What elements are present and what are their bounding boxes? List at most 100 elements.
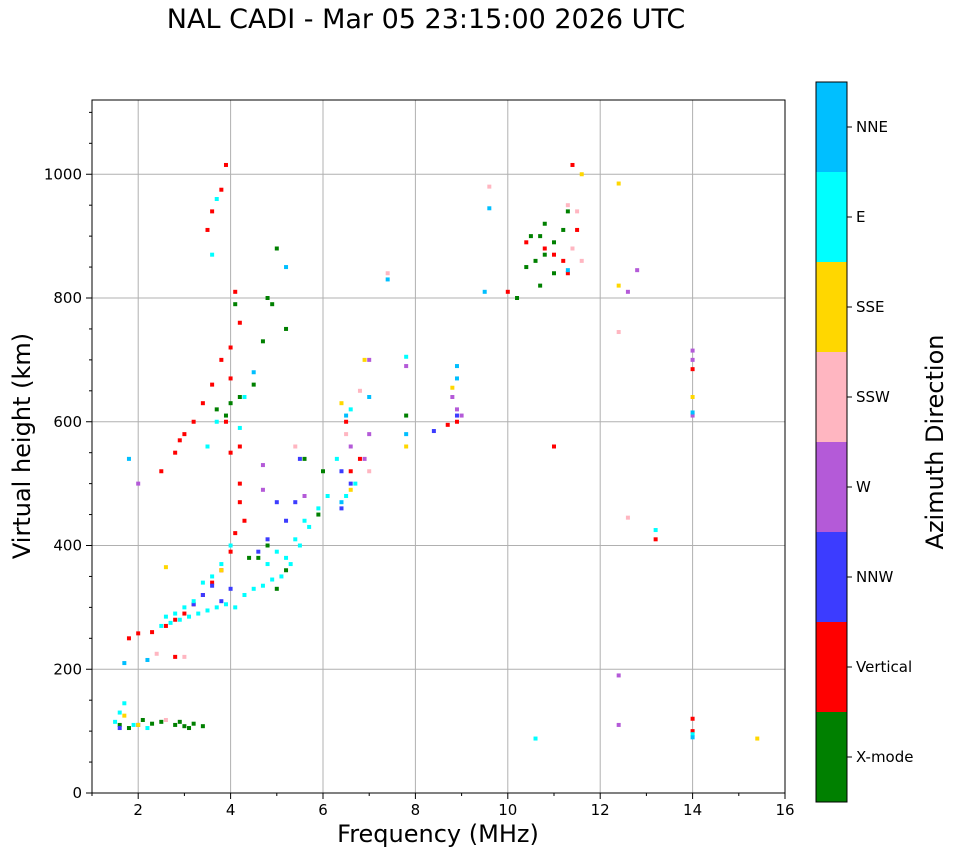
echo-point	[159, 719, 164, 724]
echo-point	[265, 296, 270, 300]
colorbar-segment	[816, 172, 847, 262]
echo-point	[616, 181, 621, 186]
echo-point	[228, 376, 233, 381]
colorbar-segment	[816, 532, 847, 622]
echo-point	[404, 432, 409, 437]
echo-point	[302, 518, 307, 523]
echo-point	[690, 732, 695, 737]
echo-point	[223, 413, 228, 418]
plot-frame	[91, 99, 786, 794]
echo-point	[242, 593, 247, 597]
echo-point	[533, 736, 538, 741]
echo-point	[561, 258, 566, 263]
echo-point	[357, 388, 362, 393]
echo-point	[542, 246, 547, 251]
echo-point	[131, 722, 136, 727]
echo-point	[122, 701, 127, 706]
echo-point	[163, 614, 168, 619]
echo-point	[150, 630, 155, 635]
echo-point	[450, 385, 455, 390]
echo-point	[404, 354, 409, 359]
x-tick-label: 16	[775, 801, 794, 819]
echo-point	[302, 456, 307, 461]
echo-point	[205, 227, 210, 232]
echo-point	[565, 209, 570, 214]
echo-point	[237, 320, 242, 325]
axis-ticks: 2 4 6 8 10 12 14 16 0 200 400 600 800 1000	[44, 111, 795, 819]
echo-point	[367, 357, 372, 362]
echo-point	[126, 456, 131, 461]
echo-point	[524, 240, 529, 245]
echo-point	[274, 246, 279, 251]
grid	[92, 100, 785, 793]
echo-point	[182, 605, 187, 610]
echo-point	[223, 162, 228, 167]
echo-point	[653, 528, 658, 533]
echo-point	[344, 432, 349, 437]
colorbar-segment	[816, 442, 847, 532]
echo-point	[616, 330, 621, 335]
echo-point	[136, 631, 141, 636]
echo-point	[334, 456, 339, 461]
echo-point	[196, 611, 201, 616]
echo-point	[450, 395, 455, 399]
echo-point	[260, 463, 265, 468]
echo-point	[205, 608, 210, 613]
echo-point	[482, 289, 487, 294]
echo-point	[565, 268, 570, 273]
echo-point	[284, 265, 289, 270]
echo-point	[367, 469, 372, 474]
echo-point	[270, 302, 275, 307]
echo-point	[293, 444, 298, 449]
echo-point	[459, 413, 464, 418]
echo-point	[616, 673, 621, 678]
echo-point	[200, 401, 205, 406]
echo-point	[552, 240, 556, 245]
echo-point	[367, 432, 372, 437]
colorbar-segment	[816, 622, 847, 712]
echo-point	[163, 565, 168, 570]
echo-point	[385, 271, 390, 276]
echo-point	[690, 716, 695, 721]
echo-point	[339, 401, 344, 406]
echo-point	[431, 429, 436, 434]
echo-point	[625, 515, 630, 520]
echo-point	[214, 419, 219, 424]
echo-point	[454, 364, 459, 369]
echo-point	[561, 227, 566, 232]
echo-point	[242, 518, 247, 523]
colorbar-segment	[816, 352, 847, 442]
echo-point	[260, 487, 265, 492]
echo-point	[219, 568, 224, 573]
echo-point	[163, 623, 168, 628]
y-tick-label: 1000	[44, 165, 82, 183]
echo-point	[690, 395, 695, 399]
echo-point	[237, 500, 242, 505]
echo-point	[316, 506, 321, 511]
y-tick-label: 400	[53, 537, 82, 555]
echo-point	[173, 450, 178, 455]
x-tick-label: 12	[591, 801, 610, 819]
echo-point	[348, 487, 353, 492]
echo-point	[524, 265, 529, 270]
echo-point	[210, 382, 215, 387]
echo-point	[223, 419, 228, 424]
echo-point	[533, 258, 538, 263]
echo-point	[200, 580, 205, 585]
echo-point	[117, 722, 122, 727]
echo-point	[122, 713, 127, 718]
echo-point	[625, 289, 630, 294]
echo-point	[251, 382, 256, 387]
echo-point	[538, 234, 543, 239]
echo-point	[542, 252, 547, 257]
echo-point	[339, 500, 344, 505]
colorbar-category-label: X-mode	[856, 748, 913, 766]
echo-point	[214, 407, 219, 412]
echo-point	[321, 469, 325, 474]
echo-point	[159, 623, 164, 628]
echo-point	[357, 456, 362, 461]
colorbar-segment	[816, 262, 847, 352]
echo-point	[173, 722, 178, 727]
colorbar-category-label: SSE	[856, 298, 885, 316]
echo-point	[274, 500, 279, 505]
